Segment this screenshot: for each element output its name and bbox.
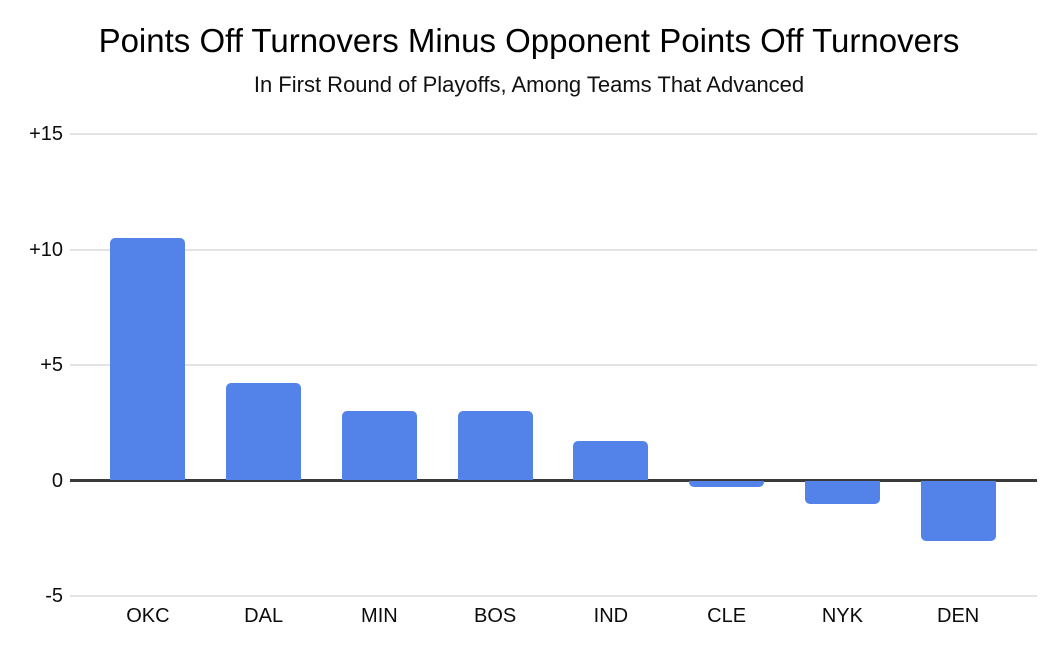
y-tick-label-+5: +5: [40, 354, 63, 376]
x-tick-label-min: MIN: [361, 605, 398, 627]
y-tick-label--5: -5: [45, 585, 63, 607]
bar-nyk[interactable]: [804, 480, 880, 504]
x-tick-label-cle: CLE: [707, 605, 747, 627]
x-tick-label-ind: IND: [593, 605, 629, 627]
bar-den[interactable]: [920, 480, 996, 541]
chart-title: Points Off Turnovers Minus Opponent Poin…: [98, 22, 960, 59]
x-tick-label-bos: BOS: [474, 605, 517, 627]
bar-okc[interactable]: [110, 237, 186, 481]
gridline-+15: [70, 133, 1037, 135]
x-tick-label-den: DEN: [937, 605, 980, 627]
chart-subtitle: In First Round of Playoffs, Among Teams …: [253, 72, 805, 97]
x-tick-label-nyk: NYK: [821, 605, 863, 627]
bar-ind[interactable]: [573, 441, 649, 481]
bar-dal[interactable]: [226, 383, 302, 481]
x-tick-label-dal: DAL: [244, 605, 284, 627]
bar-min[interactable]: [341, 411, 417, 481]
gridline-+10: [70, 248, 1037, 251]
bar-cle[interactable]: [689, 480, 765, 488]
y-tick-label-+15: +15: [29, 123, 63, 145]
y-tick-label-+10: +10: [29, 238, 63, 261]
gridline--5: [70, 595, 1037, 597]
zero-axis-line: [70, 479, 1037, 482]
y-tick-label-0: 0: [51, 469, 63, 492]
x-tick-label-okc: OKC: [126, 605, 170, 627]
gridline-+5: [70, 364, 1037, 366]
bar-bos[interactable]: [457, 411, 533, 481]
